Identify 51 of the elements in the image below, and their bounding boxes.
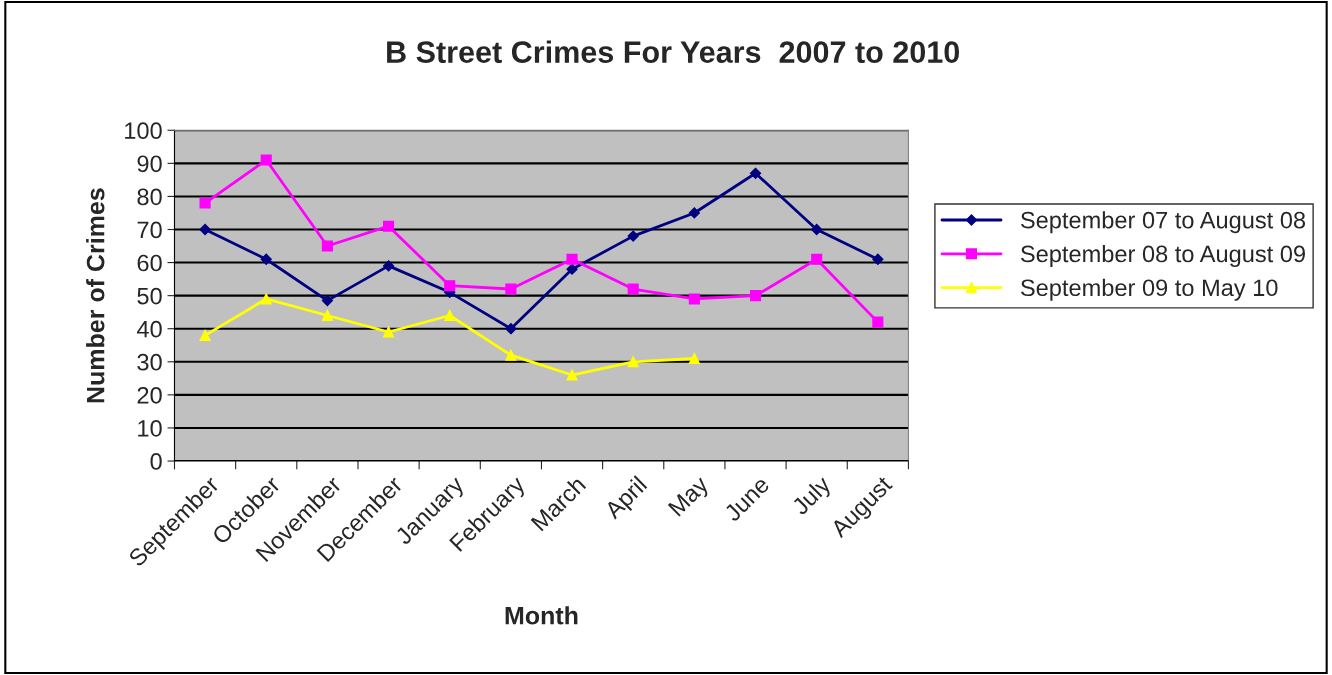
y-axis-title: Number of Crimes (86, 188, 105, 403)
point (811, 223, 823, 236)
point (566, 263, 578, 275)
point (382, 220, 395, 232)
point (749, 167, 762, 179)
x-tick-label: July (790, 474, 836, 520)
y-tick-label: 10 (138, 420, 162, 437)
point (566, 253, 578, 265)
y-tick-label: 40 (136, 320, 162, 338)
legend-label: September 09 to May 10 (1020, 278, 1278, 301)
point (321, 295, 333, 307)
point (749, 290, 762, 302)
point (321, 309, 333, 322)
x-tick-label: May (667, 474, 713, 520)
y-tick-label: 70 (137, 221, 162, 239)
y-tick-label: 20 (137, 386, 162, 404)
legend-label: September 07 to August 08 (1020, 211, 1306, 234)
chart-title: B Street Crimes For Years 2007 to 2010 (387, 40, 960, 63)
y-tick-label: 80 (137, 188, 162, 206)
point (505, 323, 517, 335)
point (872, 316, 884, 328)
point (444, 309, 456, 322)
point (627, 230, 639, 242)
point (444, 280, 456, 292)
point (199, 197, 211, 209)
y-tick-label: 90 (137, 155, 162, 173)
legend-label: September 08 to August 09 (1020, 244, 1305, 267)
point (627, 356, 639, 368)
point (688, 207, 700, 219)
point (199, 223, 211, 236)
y-tick-label: 100 (125, 122, 162, 140)
point (505, 283, 517, 295)
y-tick-label: 30 (137, 353, 162, 371)
point (872, 253, 884, 265)
y-tick-label: 0 (150, 453, 162, 470)
point (688, 352, 700, 365)
point (382, 260, 395, 272)
point (688, 293, 700, 305)
point (566, 369, 578, 381)
point (505, 349, 517, 361)
point (382, 326, 395, 338)
point (627, 283, 639, 295)
y-tick-label: 60 (137, 254, 162, 272)
x-axis-title: Month (505, 606, 578, 625)
point (321, 240, 333, 252)
point (260, 154, 272, 166)
point (260, 293, 272, 305)
y-tick-label: 50 (137, 287, 162, 305)
point (811, 253, 823, 265)
point (260, 253, 272, 265)
point (199, 329, 211, 341)
